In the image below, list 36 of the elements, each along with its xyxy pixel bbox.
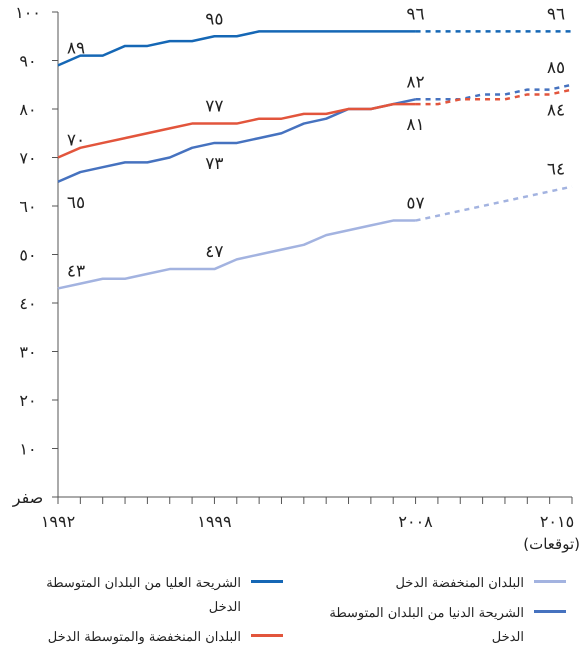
data-label: ٨٤ — [546, 100, 566, 121]
text: (توقعات) — [523, 535, 580, 553]
x-tick-label: ١٩٩٢ — [40, 512, 76, 531]
data-label: ٨٢ — [406, 72, 425, 92]
legend-label: الشريحة العليا من البلدان المتوسطة الدخل — [45, 575, 241, 617]
y-tick-label: ٩٠ — [19, 52, 37, 70]
data-label: ٥٧ — [406, 194, 425, 214]
data-label: ٨١ — [406, 115, 425, 136]
x-tick-label: ١٩٩٩ — [197, 512, 232, 531]
data-label: ٦٥ — [66, 192, 86, 213]
data-label: ٨٥ — [546, 58, 566, 78]
y-tick-label: صفر — [12, 488, 44, 507]
data-label: ٧٣ — [205, 154, 224, 174]
legend-label: البلدان المنخفضة والمتوسطة الدخل — [46, 629, 241, 647]
y-tick-label: ٢٠ — [19, 391, 37, 410]
data-label: ٧٠ — [66, 130, 86, 150]
data-label: ٩٦ — [546, 4, 566, 24]
legend-label: الشريحة الدنيا من البلدان المتوسطة الدخل — [328, 605, 524, 647]
y-tick-label: ٤٠ — [19, 294, 37, 313]
y-tick-label: ٦٠ — [19, 197, 37, 216]
x-tick-label: ٢٠٠٨ — [398, 512, 434, 531]
data-label: ٤٧ — [205, 242, 224, 262]
y-tick-label: ٥٠ — [19, 246, 37, 264]
y-tick-label: ١٠٠ — [15, 3, 41, 22]
data-label: ٧٧ — [205, 96, 224, 117]
y-tick-label: ٧٠ — [19, 148, 37, 168]
y-tick-label: ٨٠ — [19, 100, 37, 119]
x-tick-label: ٢٠١٥ — [540, 512, 574, 531]
data-label: ٦٤ — [546, 160, 566, 180]
data-label: ٤٣ — [66, 261, 86, 282]
y-tick-label: ٣٠ — [19, 342, 37, 362]
legend-label: البلدان المنخفضة الدخل — [394, 575, 524, 593]
data-label: ٩٥ — [205, 9, 224, 30]
data-label: ٩٦ — [406, 4, 425, 24]
y-tick-label: ١٠ — [19, 440, 37, 458]
data-label: ٨٩ — [66, 38, 86, 58]
